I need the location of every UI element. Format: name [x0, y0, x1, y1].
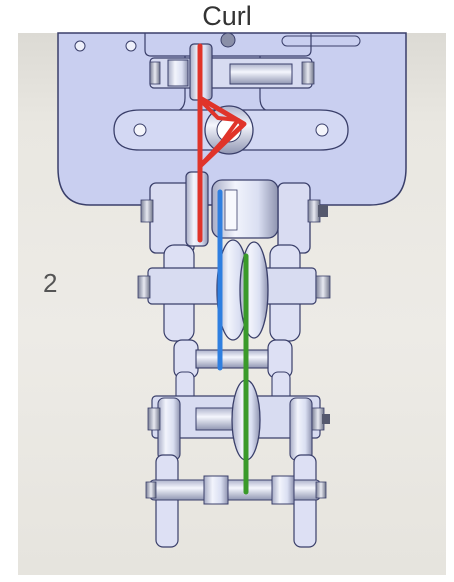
finger-link-1 [137, 239, 331, 342]
knuckle-joint-1 [140, 171, 328, 254]
top-pulley [149, 43, 315, 101]
fingertip-link [145, 454, 327, 548]
red-tendon [197, 43, 247, 243]
diagram-title: Curl [202, 1, 252, 31]
step-number-label: 2 [43, 268, 58, 298]
finger-link-3 [147, 379, 330, 461]
